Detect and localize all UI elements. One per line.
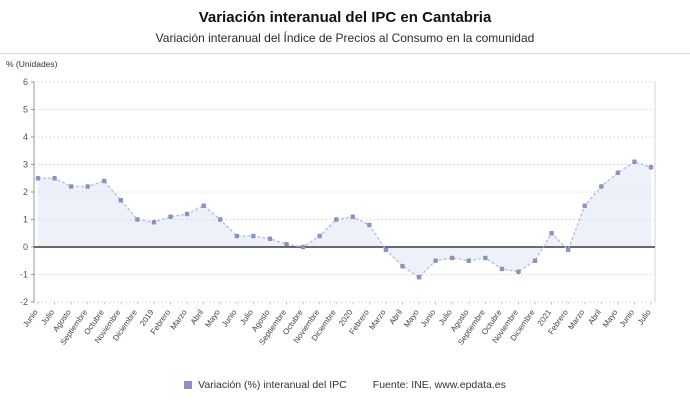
svg-text:Julio: Julio [636, 307, 653, 326]
series-markers [35, 159, 654, 280]
page-title: Variación interanual del IPC en Cantabri… [198, 9, 492, 26]
chart-footer: Variación (%) interanual del IPC Fuente:… [0, 364, 690, 406]
gridlines: 6 5 4 3 2 1 0 -1 -2 [20, 77, 655, 307]
y-axis-unit-label: % (Unidades) [6, 59, 58, 69]
svg-text:3: 3 [23, 159, 28, 169]
x-axis-labels: Junio JulioAgostoSeptiembreOctubreNoviemb… [21, 301, 653, 346]
chart-area: % (Unidades) 6 5 4 3 2 1 0 -1 -2 Junio Julio Agosto S… [0, 54, 690, 364]
legend-item: Variación (%) interanual del IPC [184, 379, 347, 391]
svg-text:Marzo: Marzo [367, 307, 387, 331]
svg-text:2: 2 [23, 187, 28, 197]
svg-text:Marzo: Marzo [169, 307, 189, 331]
svg-text:Junio: Junio [21, 307, 40, 328]
svg-text:Junio: Junio [618, 307, 637, 328]
svg-text:Marzo: Marzo [566, 307, 586, 331]
svg-text:Junio: Junio [419, 307, 438, 328]
chart-header: Variación interanual del IPC en Cantabri… [0, 0, 690, 54]
svg-text:0: 0 [23, 242, 28, 252]
svg-text:5: 5 [23, 104, 28, 114]
svg-text:Mayo: Mayo [402, 307, 421, 329]
svg-text:Junio: Junio [220, 307, 239, 328]
series-area-fill [38, 161, 651, 277]
svg-text:1: 1 [23, 214, 28, 224]
page-subtitle: Variación interanual del Índice de Preci… [155, 30, 535, 45]
legend-marker-icon [184, 381, 193, 389]
legend-label: Variación (%) interanual del IPC [198, 379, 347, 391]
svg-text:-1: -1 [20, 269, 28, 279]
series-line [38, 160, 652, 278]
svg-text:6: 6 [23, 77, 28, 87]
svg-text:4: 4 [23, 132, 28, 142]
svg-text:Mayo: Mayo [203, 307, 222, 329]
svg-text:-2: -2 [20, 297, 28, 307]
source-text: Fuente: INE, www.epdata.es [372, 379, 506, 391]
svg-text:Mayo: Mayo [601, 307, 620, 329]
